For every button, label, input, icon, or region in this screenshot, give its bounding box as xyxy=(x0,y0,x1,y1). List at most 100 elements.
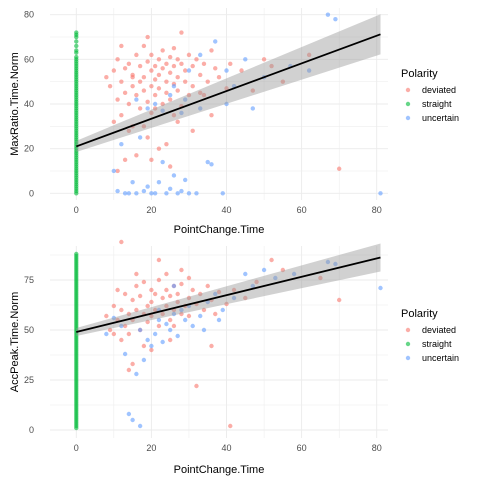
deviated-point xyxy=(137,63,143,69)
uncertain-point xyxy=(126,411,132,417)
deviated-point xyxy=(179,281,184,287)
uncertain-point xyxy=(190,323,195,329)
straight-point xyxy=(74,99,79,104)
uncertain-point xyxy=(145,337,150,343)
deviated-point xyxy=(183,79,188,84)
uncertain-point xyxy=(145,184,150,189)
deviated-point xyxy=(167,70,173,75)
deviated-point xyxy=(119,79,124,84)
straight-point xyxy=(74,421,79,427)
deviated-point xyxy=(156,146,162,151)
deviated-point xyxy=(164,303,169,309)
deviated-point xyxy=(167,337,173,343)
deviated-point xyxy=(111,331,117,337)
deviated-point xyxy=(152,307,158,313)
x-tick-label: 80 xyxy=(372,205,382,215)
legend-label-straight: straight xyxy=(422,339,452,349)
straight-point xyxy=(74,361,79,367)
deviated-point xyxy=(152,77,158,82)
straight-point xyxy=(74,81,79,87)
uncertain-point xyxy=(183,177,188,183)
legend-key-uncertain xyxy=(405,355,411,361)
deviated-point xyxy=(122,157,128,163)
deviated-point xyxy=(145,303,150,309)
deviated-point xyxy=(164,61,169,67)
deviated-point xyxy=(336,297,342,303)
straight-point xyxy=(74,153,79,158)
uncertain-point xyxy=(137,135,143,140)
deviated-point xyxy=(126,101,132,107)
straight-point xyxy=(74,341,79,347)
uncertain-point xyxy=(137,423,143,429)
uncertain-point xyxy=(134,191,139,196)
deviated-point xyxy=(269,257,274,263)
top-scatter-panel: 0 20 40 60 80 0 20 40 60 80 PointChange.Time MaxRat… xyxy=(9,8,459,236)
deviated-point xyxy=(167,317,173,323)
uncertain-point xyxy=(137,327,143,333)
straight-point xyxy=(74,104,79,109)
deviated-point xyxy=(160,295,165,301)
deviated-point xyxy=(141,75,147,80)
bottom-scatter-panel: 0 20 40 60 80 0 25 50 75 PointChange.Time AccPeak.… xyxy=(9,239,459,476)
deviated-point xyxy=(156,86,162,91)
y-tick-label: 0 xyxy=(29,188,34,198)
deviated-point xyxy=(156,257,162,263)
straight-point xyxy=(74,175,79,180)
straight-point xyxy=(74,277,79,283)
straight-point xyxy=(74,365,79,371)
legend-title: Polarity xyxy=(401,308,438,320)
uncertain-point xyxy=(198,106,203,111)
deviated-point xyxy=(137,293,143,299)
uncertain-point xyxy=(209,162,214,167)
deviated-point xyxy=(209,48,214,53)
deviated-point xyxy=(160,101,165,107)
deviated-point xyxy=(243,295,248,301)
straight-point xyxy=(74,95,79,100)
deviated-point xyxy=(145,34,150,40)
straight-point xyxy=(74,179,79,185)
y-axis-title: AccPeak.Time.Norm xyxy=(9,292,21,392)
deviated-point xyxy=(216,75,222,80)
straight-point xyxy=(74,381,79,387)
straight-point xyxy=(74,349,79,355)
deviated-point xyxy=(134,283,139,289)
deviated-point xyxy=(269,63,274,69)
deviated-point xyxy=(190,83,195,89)
deviated-point xyxy=(179,267,184,273)
x-tick-label: 40 xyxy=(222,205,232,215)
uncertain-point xyxy=(171,173,177,178)
straight-point xyxy=(74,48,79,53)
deviated-point xyxy=(141,88,147,93)
deviated-point xyxy=(179,61,184,67)
uncertain-point xyxy=(152,191,158,196)
deviated-point xyxy=(175,57,180,62)
uncertain-point xyxy=(134,371,139,377)
straight-point xyxy=(74,261,79,267)
straight-point xyxy=(74,297,79,303)
straight-point xyxy=(74,86,79,91)
uncertain-point xyxy=(378,191,383,196)
deviated-point xyxy=(134,153,139,158)
uncertain-point xyxy=(149,191,154,196)
straight-point xyxy=(74,148,79,154)
deviated-point xyxy=(336,166,342,171)
deviated-point xyxy=(164,90,169,96)
uncertain-point xyxy=(115,188,120,194)
deviated-point xyxy=(145,99,150,104)
straight-point xyxy=(74,171,79,176)
deviated-point xyxy=(152,63,158,69)
deviated-point xyxy=(119,307,124,313)
straight-point xyxy=(74,333,79,339)
deviated-point xyxy=(111,68,117,73)
straight-point xyxy=(74,357,79,363)
x-tick-label: 60 xyxy=(297,205,307,215)
straight-point xyxy=(74,293,79,299)
deviated-point xyxy=(130,83,135,89)
deviated-point xyxy=(156,72,162,78)
uncertain-point xyxy=(122,191,128,196)
deviated-point xyxy=(160,48,165,53)
x-tick-label: 20 xyxy=(146,443,156,453)
straight-point xyxy=(74,90,79,96)
straight-point xyxy=(74,265,79,271)
